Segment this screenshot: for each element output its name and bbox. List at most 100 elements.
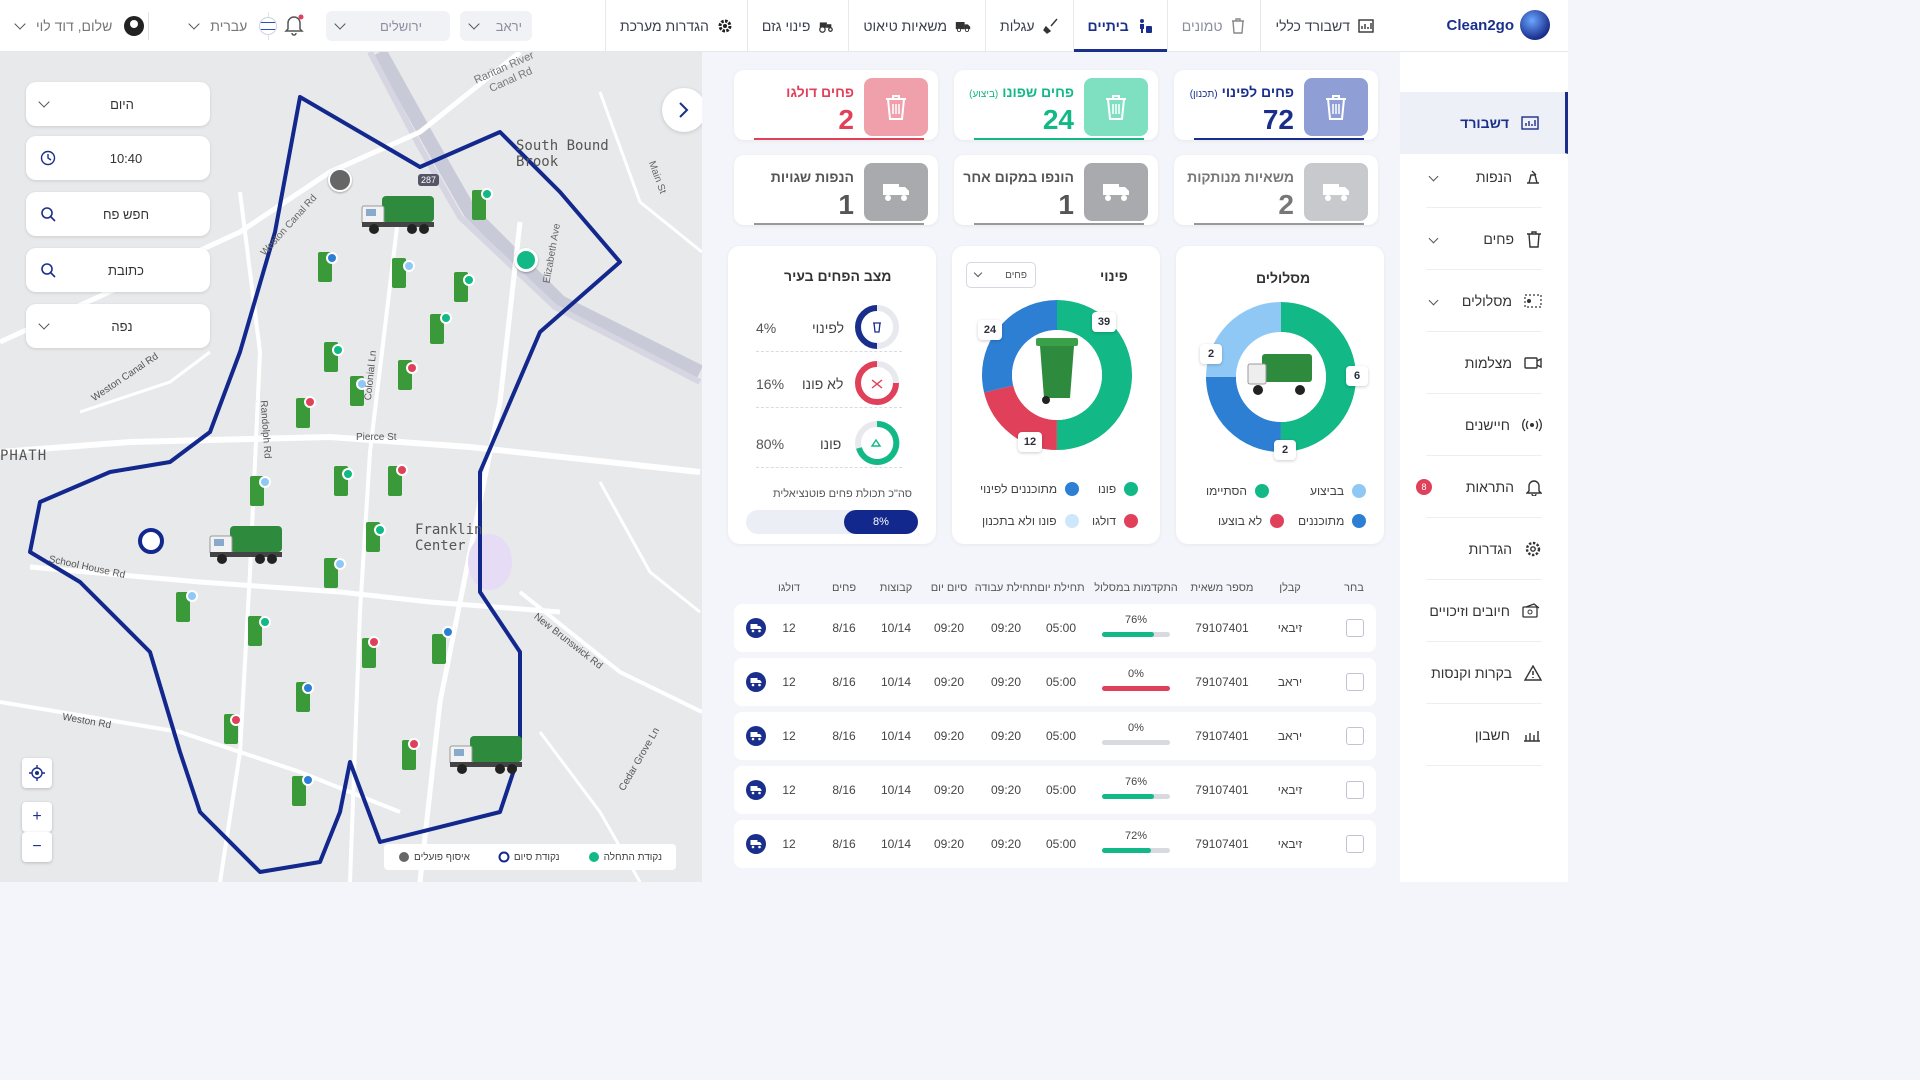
sidenav-item-lifts[interactable]: הנפות: [1426, 146, 1542, 208]
legend-label: דולגו: [1092, 514, 1117, 528]
stat-card-disconnected[interactable]: משאיות מנותקות 2: [1174, 155, 1378, 225]
legend-swatch: [1270, 514, 1285, 528]
view-truck-button[interactable]: [746, 618, 766, 638]
row-checkbox[interactable]: [1346, 727, 1364, 745]
trucks-table-header: בחר קבלן מספר משאית התקדמות במסלול תחילת…: [734, 578, 1376, 598]
sidenav-item-controls[interactable]: בקרות וקנסות: [1426, 642, 1542, 704]
nav-general-dashboard[interactable]: דשבורד כללי: [1260, 0, 1388, 52]
garbage-truck-marker[interactable]: [448, 732, 524, 776]
time-filter[interactable]: 10:40: [26, 136, 210, 180]
stat-card-cleared[interactable]: פחים שפונו(ביצוע) 24: [954, 70, 1158, 140]
bin-marker[interactable]: [248, 616, 262, 646]
search-icon: [41, 207, 56, 222]
sidenav-item-sensors[interactable]: חיישנים: [1426, 394, 1542, 456]
stat-card-wrong[interactable]: הנפות שגויות 1: [734, 155, 938, 225]
nav-carts[interactable]: עגלות: [985, 0, 1073, 52]
potential-label: סה"כ תכולת פחים פוטנציאלית: [772, 488, 912, 500]
zoom-out-button[interactable]: −: [22, 832, 52, 862]
warning-icon: [1524, 664, 1542, 681]
city-row-pct: 80%: [756, 436, 785, 452]
stat-card-elsewhere[interactable]: הונפו במקום אחר 1: [954, 155, 1158, 225]
map-canvas[interactable]: [0, 52, 702, 882]
nav-buried[interactable]: טמונים: [1166, 0, 1261, 52]
language-select[interactable]: עברית: [210, 18, 248, 34]
table-row[interactable]: זיבאי 79107401 76% 05:00 09:20 09:20 10/…: [734, 766, 1376, 814]
garbage-truck-marker[interactable]: [360, 192, 436, 236]
app-logo[interactable]: Clean2go: [1446, 10, 1550, 40]
end-point-marker[interactable]: [138, 528, 164, 554]
cell-progress-label: 72%: [1124, 830, 1148, 842]
stat-label: הנפות שגויות: [770, 169, 854, 185]
user-greeting[interactable]: שלום, דוד לוי: [36, 18, 113, 34]
cell-work-start: 09:20: [990, 837, 1022, 851]
search-bin-input[interactable]: חפש פח: [26, 192, 210, 236]
legend-item: הסתיימו: [1206, 484, 1270, 498]
sidenav-item-dashboard[interactable]: דשבורד: [1400, 92, 1568, 154]
table-row[interactable]: זיבאי 79107401 76% 05:00 09:20 09:20 10/…: [734, 604, 1376, 652]
table-row[interactable]: זיבאי 79107401 72% 05:00 09:20 09:20 10/…: [734, 820, 1376, 868]
table-row[interactable]: יראב 79107401 0% 05:00 09:20 09:20 10/14…: [734, 658, 1376, 706]
cell-truck-number: 79107401: [1195, 837, 1249, 851]
bin-marker[interactable]: [392, 258, 406, 288]
sidenav-item-account[interactable]: חשבון: [1426, 704, 1542, 766]
date-filter[interactable]: היום: [26, 82, 210, 126]
chevron-down-icon[interactable]: [14, 18, 26, 30]
clearing-type-select[interactable]: פחים: [966, 262, 1036, 288]
stat-sub-label: (תכנון): [1189, 89, 1218, 100]
clearing-panel: פינוי פחים 24 39 12 פונו מתוכננים לפינוי…: [952, 246, 1160, 544]
bin-marker[interactable]: [432, 634, 446, 664]
sidenav-item-alerts[interactable]: התראות 8: [1416, 456, 1542, 518]
start-point-marker[interactable]: [514, 248, 538, 272]
sidenav-item-cameras[interactable]: מצלמות: [1426, 332, 1542, 394]
collapse-map-button[interactable]: [662, 88, 702, 132]
row-checkbox[interactable]: [1346, 673, 1364, 691]
city-bins-panel: מצב הפחים בעיר 4% לפינוי 16% לא פונו 80%…: [728, 246, 936, 544]
end-point-icon: [498, 851, 510, 863]
clearing-select-value: פחים: [1005, 269, 1027, 281]
sidenav-item-routes[interactable]: מסלולים: [1426, 270, 1542, 332]
nav-household[interactable]: ביתיים: [1072, 0, 1167, 52]
cell-contractor: יראב: [1277, 729, 1303, 743]
row-checkbox[interactable]: [1346, 619, 1364, 637]
row-checkbox[interactable]: [1346, 781, 1364, 799]
notifications-button[interactable]: [284, 14, 304, 41]
stat-value: 24: [1042, 104, 1074, 135]
status-dot: [440, 312, 452, 324]
date-filter-value: היום: [110, 96, 134, 112]
nav-sweeper-trucks[interactable]: משאיות טיאוט: [848, 0, 985, 52]
nav-system-settings[interactable]: הגדרות מערכת: [604, 0, 747, 52]
stat-card-to-clear[interactable]: פחים לפינוי(תכנון) 72: [1174, 70, 1378, 140]
garbage-truck-marker[interactable]: [208, 522, 284, 566]
row-checkbox[interactable]: [1346, 835, 1364, 853]
address-input[interactable]: כתובת: [26, 248, 210, 292]
locate-button[interactable]: [22, 758, 52, 788]
sidenav-item-settings[interactable]: הגדרות: [1426, 518, 1542, 580]
workers-pickup-marker[interactable]: [328, 168, 352, 192]
stat-label: פחים שפונו(ביצוע): [969, 84, 1074, 100]
view-truck-button[interactable]: [746, 672, 766, 692]
user-area: שלום, דוד לוי עברית: [14, 0, 278, 52]
trash-icon: [1106, 95, 1126, 120]
view-truck-button[interactable]: [746, 726, 766, 746]
status-dot: [374, 524, 386, 536]
sidenav-item-bins[interactable]: פחים: [1426, 208, 1542, 270]
district-filter[interactable]: נפה: [26, 304, 210, 348]
stat-card-skipped[interactable]: פחים דולגו 2: [734, 70, 938, 140]
user-avatar-icon[interactable]: [124, 16, 145, 36]
col-header: פחים: [831, 582, 857, 594]
map-view[interactable]: South Bound Brook Franklin Center PHATH …: [0, 52, 702, 882]
sidenav-item-billing[interactable]: חיובים וזיכויים: [1426, 580, 1542, 642]
search-icon: [41, 263, 56, 278]
contractor-select[interactable]: יראב: [460, 11, 532, 41]
chevron-down-icon[interactable]: [188, 18, 200, 30]
table-row[interactable]: יראב 79107401 0% 05:00 09:20 09:20 10/14…: [734, 712, 1376, 760]
legend-start-label: נקודת התחלה: [603, 851, 662, 863]
view-truck-button[interactable]: [746, 780, 766, 800]
legend-label: מתוכננים לפינוי: [980, 482, 1058, 496]
city-select[interactable]: ירושלים: [326, 11, 450, 41]
nav-pruning[interactable]: פינוי גזם: [746, 0, 848, 52]
nav-label: ביתיים: [1087, 18, 1129, 34]
zoom-in-button[interactable]: +: [22, 802, 52, 832]
sidenav-label: הגדרות: [1468, 540, 1512, 557]
view-truck-button[interactable]: [746, 834, 766, 854]
